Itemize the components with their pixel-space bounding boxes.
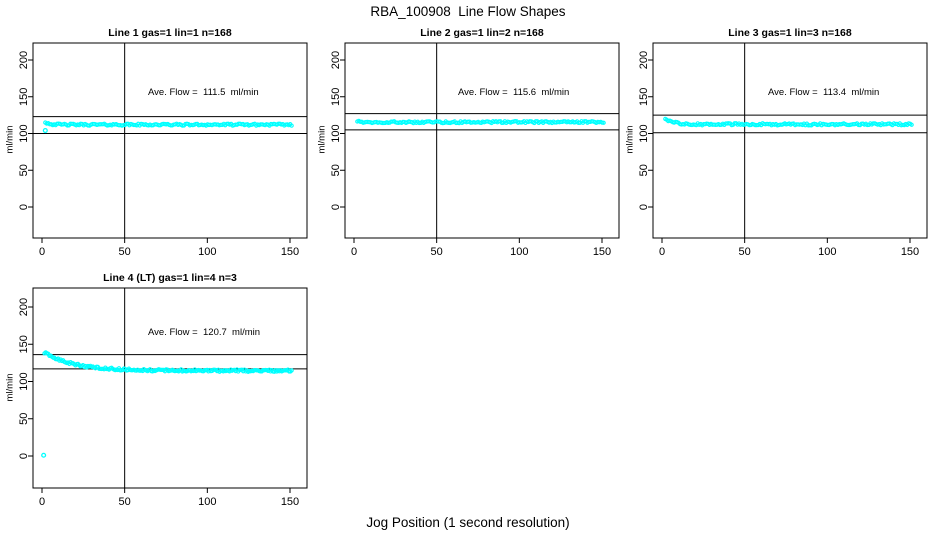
x-axis-label: Jog Position (1 second resolution) — [366, 515, 570, 530]
subplot-title-3: Line 3 gas=1 lin=3 n=168 — [728, 27, 852, 39]
main-title: RBA_100908 Line Flow Shapes — [370, 4, 566, 19]
svg-text:50: 50 — [18, 164, 30, 176]
svg-text:200: 200 — [18, 51, 30, 69]
svg-text:150: 150 — [281, 496, 299, 508]
ave-flow-annotation-3: Ave. Flow = 113.4 ml/min — [768, 87, 880, 98]
svg-text:50: 50 — [119, 246, 131, 258]
svg-text:150: 150 — [593, 246, 611, 258]
svg-text:100: 100 — [638, 124, 650, 142]
svg-text:0: 0 — [659, 246, 665, 258]
svg-text:0: 0 — [330, 204, 342, 210]
svg-text:0: 0 — [638, 204, 650, 210]
svg-text:50: 50 — [431, 246, 443, 258]
subplot-title-2: Line 2 gas=1 lin=2 n=168 — [420, 27, 544, 39]
svg-text:100: 100 — [510, 246, 528, 258]
svg-text:0: 0 — [351, 246, 357, 258]
svg-text:0: 0 — [39, 246, 45, 258]
svg-text:100: 100 — [818, 246, 836, 258]
svg-text:100: 100 — [330, 124, 342, 142]
svg-text:50: 50 — [18, 413, 30, 425]
svg-text:150: 150 — [18, 335, 30, 353]
svg-text:50: 50 — [119, 496, 131, 508]
ave-flow-annotation-1: Ave. Flow = 111.5 ml/min — [148, 87, 259, 98]
ave-flow-annotation-4: Ave. Flow = 120.7 ml/min — [148, 327, 261, 338]
svg-text:0: 0 — [39, 496, 45, 508]
svg-text:200: 200 — [18, 298, 30, 316]
svg-text:200: 200 — [638, 51, 650, 69]
svg-text:50: 50 — [330, 164, 342, 176]
svg-text:100: 100 — [18, 124, 30, 142]
svg-text:200: 200 — [330, 51, 342, 69]
svg-text:100: 100 — [198, 496, 216, 508]
svg-text:0: 0 — [18, 453, 30, 459]
subplot-title-1: Line 1 gas=1 lin=1 n=168 — [108, 27, 232, 39]
svg-text:150: 150 — [638, 88, 650, 106]
svg-text:100: 100 — [18, 372, 30, 390]
svg-text:150: 150 — [901, 246, 919, 258]
svg-text:150: 150 — [18, 88, 30, 106]
subplot-title-4: Line 4 (LT) gas=1 lin=4 n=3 — [103, 272, 237, 284]
svg-text:50: 50 — [739, 246, 751, 258]
svg-text:0: 0 — [18, 204, 30, 210]
svg-text:150: 150 — [330, 88, 342, 106]
ave-flow-annotation-2: Ave. Flow = 115.6 ml/min — [458, 87, 570, 98]
svg-text:100: 100 — [198, 246, 216, 258]
svg-text:50: 50 — [638, 164, 650, 176]
svg-text:150: 150 — [281, 246, 299, 258]
